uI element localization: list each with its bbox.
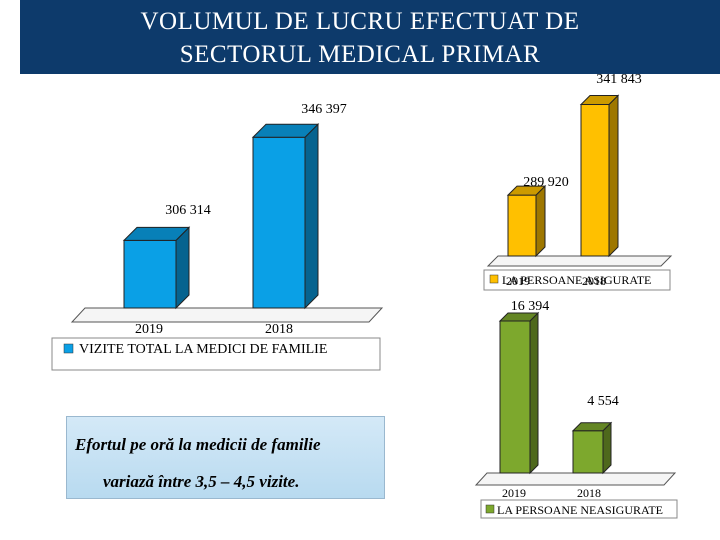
uninsured-tick-2019: 2019 — [502, 486, 526, 500]
visits-tick-2018: 2018 — [265, 322, 293, 337]
effort-note-line-2: variază între 3,5 – 4,5 vizite. — [103, 472, 300, 491]
visits-value-label-2018: 346 397 — [301, 102, 347, 117]
page-title-line-1: VOLUMUL DE LUCRU EFECTUAT DE — [140, 8, 580, 35]
page-title-line-2: SECTORUL MEDICAL PRIMAR — [179, 41, 541, 68]
uninsured-value-label-2018: 4 554 — [587, 394, 619, 409]
insured-tick-2019: 2019 — [506, 274, 530, 288]
uninsured-legend-swatch — [485, 504, 495, 514]
uninsured-bar-2019-front — [499, 320, 531, 474]
uninsured-bar-2018-front — [572, 430, 604, 474]
effort-note-box: Efortul pe oră la medicii de familie var… — [66, 416, 385, 499]
insured-bar-2019-top — [506, 185, 547, 196]
uninsured-bar-2019-side — [529, 311, 539, 475]
visits-legend-label: VIZITE TOTAL LA MEDICI DE FAMILIE — [79, 342, 327, 357]
visits-bar-2018-front — [252, 136, 306, 309]
uninsured-legend-label: LA PERSOANE NEASIGURATE — [497, 503, 663, 517]
uninsured-bar-2018-side — [602, 421, 612, 475]
visits-value-label-2019: 306 314 — [165, 203, 211, 218]
insured-legend-box — [483, 269, 671, 291]
visits-bar-2019-top — [122, 226, 191, 241]
visits-bar-2019-front — [123, 239, 177, 309]
uninsured-bar-2018-top — [571, 422, 613, 432]
insured-chart-floor — [486, 255, 673, 267]
insured-value-label-2018: 341 843 — [596, 72, 642, 87]
uninsured-tick-2018: 2018 — [577, 486, 601, 500]
insured-legend-swatch — [489, 274, 499, 284]
uninsured-legend-box — [480, 499, 678, 519]
uninsured-bar-2019-top — [498, 312, 540, 322]
insured-legend-label: LA PERSOANE ASIGURATE — [502, 273, 651, 287]
insured-bar-2019-front — [507, 194, 537, 257]
visits-legend-box — [51, 337, 381, 371]
insured-bar-2018-top — [579, 95, 620, 106]
visits-bar-2018-top — [251, 123, 320, 138]
insured-tick-2018: 2018 — [582, 274, 606, 288]
insured-value-label-2019: 289 920 — [523, 175, 569, 190]
effort-note-line-1: Efortul pe oră la medicii de familie — [75, 435, 321, 454]
title-bar — [20, 0, 720, 74]
uninsured-chart-floor — [474, 472, 677, 486]
visits-tick-2019: 2019 — [135, 322, 163, 337]
visits-legend-swatch — [63, 343, 74, 354]
uninsured-value-label-2019: 16 394 — [511, 299, 550, 314]
